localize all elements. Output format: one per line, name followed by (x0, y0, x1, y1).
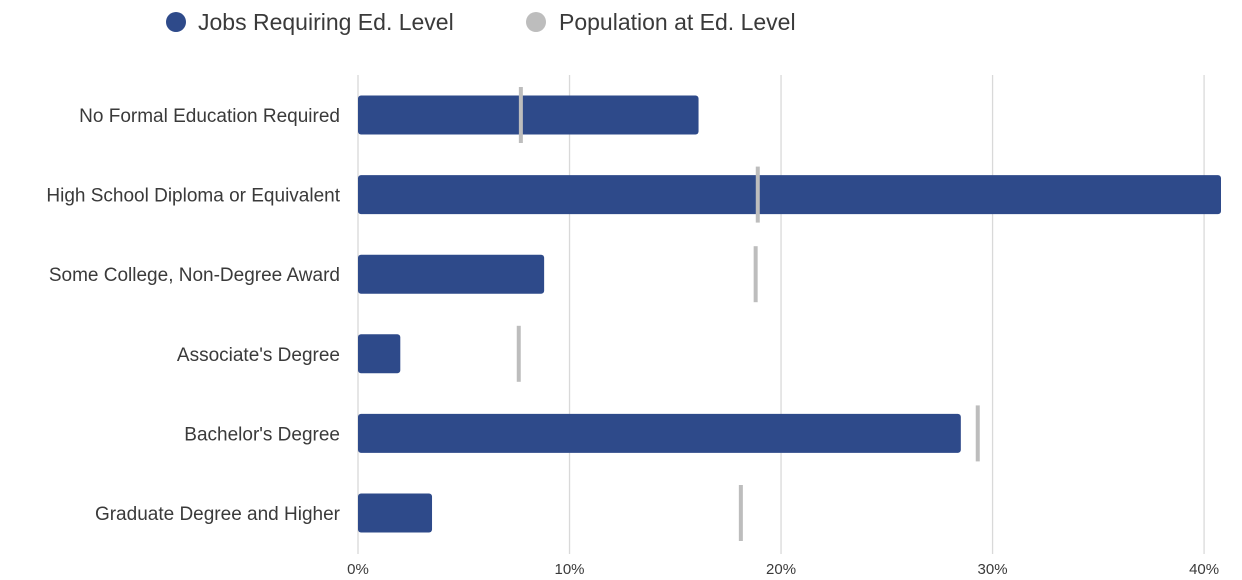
population-marker (755, 166, 760, 223)
category-labels: No Formal Education Required High School … (46, 106, 340, 525)
legend-label-jobs: Jobs Requiring Ed. Level (198, 9, 454, 35)
bar-jobs (358, 413, 961, 453)
bars (358, 95, 1221, 533)
x-tick-label: 30% (978, 561, 1008, 578)
category-label: No Formal Education Required (79, 106, 340, 127)
legend-swatch-jobs (166, 12, 186, 32)
population-marker (518, 87, 523, 143)
population-marker (753, 246, 758, 303)
legend-swatch-population (526, 12, 546, 32)
bar-jobs (358, 95, 699, 135)
legend: Jobs Requiring Ed. Level Population at E… (166, 9, 796, 35)
bar-jobs (358, 175, 1221, 215)
bar-jobs (358, 493, 433, 533)
x-tick-label: 10% (555, 561, 585, 578)
x-tick-label: 0% (347, 561, 369, 578)
population-marker (516, 325, 521, 382)
population-markers (516, 87, 980, 541)
category-label: Bachelor's Degree (184, 424, 340, 445)
population-marker (738, 485, 743, 541)
category-label: Some College, Non-Degree Award (49, 265, 340, 286)
x-axis-tick-labels: 0% 10% 20% 30% 40% (347, 561, 1219, 578)
x-tick-label: 40% (1189, 561, 1219, 578)
x-tick-label: 20% (766, 561, 796, 578)
bar-jobs (358, 254, 545, 294)
gridlines (357, 75, 1205, 554)
population-marker (975, 405, 980, 462)
category-label: High School Diploma or Equivalent (46, 186, 340, 207)
bar-jobs (358, 334, 401, 374)
category-label: Graduate Degree and Higher (95, 504, 341, 525)
legend-label-population: Population at Ed. Level (559, 9, 796, 35)
category-label: Associate's Degree (177, 345, 340, 366)
